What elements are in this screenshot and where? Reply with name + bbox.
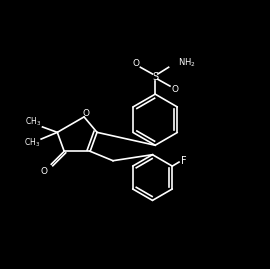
Text: O: O (171, 85, 178, 94)
Text: CH$_3$: CH$_3$ (25, 116, 41, 128)
Text: S: S (152, 72, 158, 82)
Text: CH$_3$: CH$_3$ (24, 137, 40, 149)
Text: O: O (132, 59, 139, 68)
Text: F: F (181, 156, 187, 166)
Text: NH$_2$: NH$_2$ (178, 57, 195, 69)
Text: O: O (40, 167, 48, 176)
Text: O: O (83, 109, 90, 118)
